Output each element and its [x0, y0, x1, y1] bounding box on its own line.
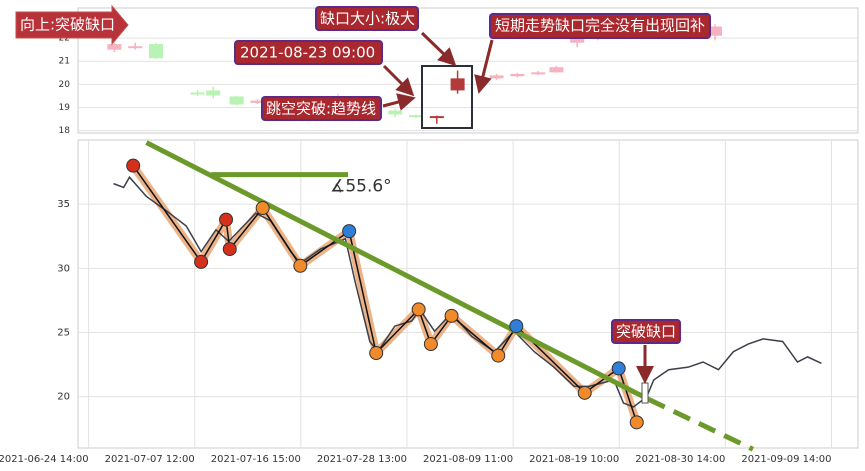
wave-point: [444, 308, 459, 323]
y-tick-label: 20: [59, 80, 71, 90]
annotation: 短期走势缺口完全没有出现回补: [495, 17, 705, 35]
x-tick-label: 2021-07-28 13:00: [317, 454, 407, 465]
wave-point: [509, 319, 524, 334]
annotation: 突破缺口: [616, 323, 676, 341]
x-tick-label: 2021-08-19 10:00: [529, 454, 619, 465]
wave-point: [126, 158, 141, 173]
candle-body: [409, 115, 423, 118]
trendline: [145, 140, 650, 402]
x-tick-label: 2021-06-24 14:00: [0, 454, 89, 465]
wave-point: [194, 254, 209, 269]
y-tick-label: 18: [59, 126, 71, 136]
annotations: 向上:突破缺口 缺口大小:极大 2021-08-23 09:00 跳空突破:趋势…: [15, 4, 711, 384]
angle-label: ∡55.6°: [330, 177, 392, 197]
arrow: [382, 64, 415, 97]
x-tick-label: 2021-08-30 14:00: [635, 454, 725, 465]
label-box: [261, 96, 382, 121]
candle-body: [388, 110, 403, 115]
wave-point: [369, 346, 384, 361]
top-panel: [77, 7, 859, 134]
wave-point: [577, 385, 592, 400]
label-box: [315, 6, 419, 31]
wave-point: [219, 212, 234, 227]
candle-body: [128, 46, 143, 49]
candle-body: [229, 96, 244, 105]
candle-body: [190, 92, 205, 95]
x-tick-label: 2021-08-09 11:00: [423, 454, 513, 465]
candle-body: [510, 73, 525, 77]
candle-body: [549, 67, 564, 73]
gap-candle: [641, 382, 649, 404]
label-box: [611, 319, 681, 344]
arrow: [382, 93, 416, 111]
candle-body: [450, 78, 465, 91]
wave-point: [255, 201, 270, 216]
wave-point: [611, 361, 626, 376]
label-box: [234, 40, 383, 65]
y-tick-label: 21: [59, 57, 70, 67]
annotation: 2021-08-23 09:00: [240, 44, 375, 62]
candle-body: [206, 90, 221, 96]
trend-extension: [647, 396, 755, 452]
wave-point: [491, 348, 506, 363]
candle-body: [531, 72, 546, 75]
candle-body: [429, 116, 444, 119]
x-tick-label: 2021-09-09 14:00: [741, 454, 831, 465]
candle-body: [250, 100, 265, 103]
y-tick-label: 19: [59, 103, 71, 113]
y-tick-label: 30: [57, 263, 70, 274]
annotation: 缺口大小:极大: [320, 10, 415, 28]
wave-point: [222, 242, 237, 257]
y-tick-label: 20: [57, 392, 70, 403]
candle-body: [570, 38, 585, 43]
annotation: 跳空突破:趋势线: [266, 100, 376, 118]
y-tick-label: 25: [57, 328, 70, 339]
wave-point: [423, 337, 438, 352]
candle-body: [489, 75, 504, 79]
y-tick-label: 22: [59, 34, 70, 44]
banner: [15, 4, 129, 46]
wave-point: [342, 224, 357, 239]
x-tick-label: 2021-07-07 12:00: [105, 454, 195, 465]
x-tick-label: 2021-07-16 15:00: [211, 454, 301, 465]
banner-text: 向上:突破缺口: [20, 16, 115, 34]
y-tick-label: 35: [57, 199, 70, 210]
candle-body: [107, 44, 122, 50]
label-box: [489, 13, 711, 39]
wave-point: [293, 258, 308, 273]
candle-body: [149, 44, 163, 59]
wave-line: [132, 165, 638, 423]
wave-point: [629, 415, 644, 430]
arrow: [420, 31, 457, 67]
arrow: [474, 39, 494, 94]
candle-body: [708, 26, 722, 36]
wave-point: [411, 302, 426, 317]
